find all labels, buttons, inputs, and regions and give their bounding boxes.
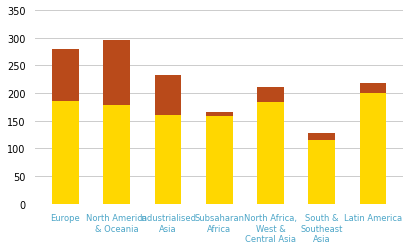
Bar (52, 50, 79, 102)
Bar (360, 94, 387, 204)
Bar (309, 140, 335, 204)
Bar (360, 84, 387, 94)
Bar (206, 113, 233, 117)
Bar (257, 103, 284, 204)
Bar (257, 88, 284, 103)
Bar (52, 102, 79, 204)
Bar (309, 133, 335, 140)
Bar (206, 117, 233, 204)
Bar (154, 75, 181, 116)
Bar (103, 106, 130, 204)
Bar (154, 116, 181, 204)
Bar (103, 41, 130, 106)
